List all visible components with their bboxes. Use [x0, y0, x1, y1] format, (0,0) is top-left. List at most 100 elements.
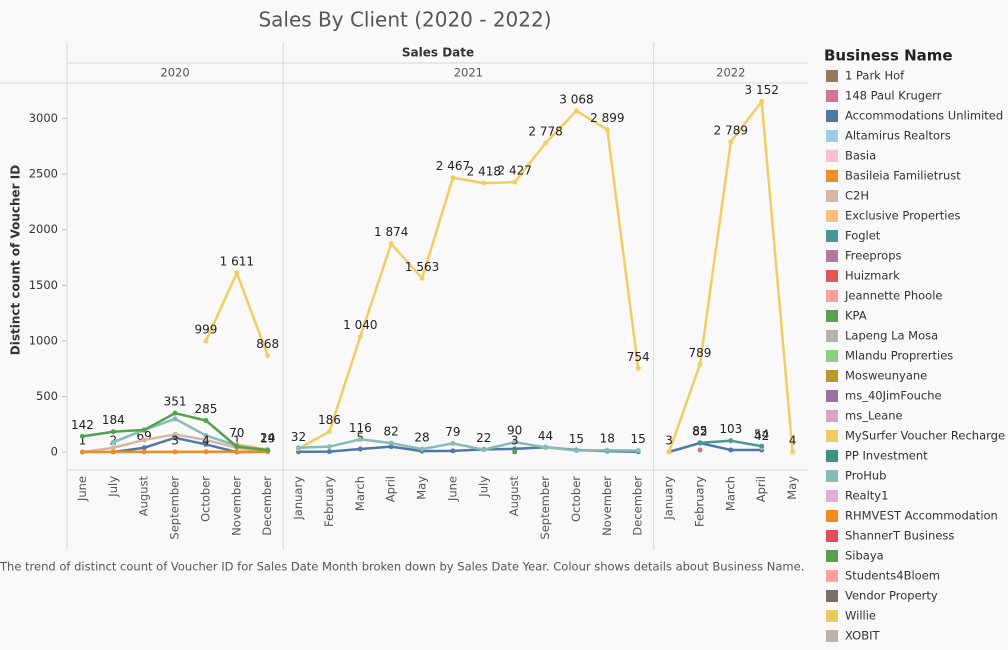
point: [605, 448, 610, 453]
chart-title: Sales By Client (2020 - 2022): [258, 8, 551, 32]
x-tick-label: March: [723, 476, 737, 511]
legend-label: Vendor Property: [845, 589, 938, 603]
value-label: 70: [229, 426, 244, 440]
x-tick-label: August: [137, 476, 151, 517]
y-tick-label: 3000: [29, 111, 58, 125]
point: [111, 429, 116, 434]
point: [234, 270, 239, 275]
value-label: 789: [688, 346, 711, 360]
legend-swatch: [826, 510, 838, 522]
x-tick-label: July: [106, 476, 120, 498]
legend-swatch: [826, 290, 838, 302]
point: [697, 362, 702, 367]
point: [759, 444, 764, 449]
point: [234, 449, 239, 454]
point: [296, 445, 301, 450]
value-label: 3 152: [745, 83, 779, 97]
legend-label: Basia: [845, 149, 876, 163]
point: [111, 449, 116, 454]
value-label: 754: [627, 350, 650, 364]
point: [512, 449, 517, 454]
point: [203, 449, 208, 454]
point: [420, 447, 425, 452]
point: [234, 444, 239, 449]
value-label: 3 068: [559, 92, 593, 106]
point: [389, 241, 394, 246]
point: [481, 181, 486, 186]
value-label: 2 418: [467, 165, 501, 179]
value-label: 18: [600, 432, 615, 446]
value-label: 186: [318, 413, 341, 427]
point: [265, 448, 270, 453]
point: [389, 441, 394, 446]
value-label: 82: [384, 425, 399, 439]
legend-swatch: [826, 590, 838, 602]
x-tick-label: October: [198, 476, 212, 522]
legend-label: ms_40JimFouche: [845, 389, 942, 403]
y-axis-title: Distinct count of Voucher ID: [9, 165, 23, 355]
point: [358, 437, 363, 442]
point: [450, 175, 455, 180]
x-tick-label: December: [631, 476, 645, 536]
legend-swatch: [826, 410, 838, 422]
legend-label: Jeannette Phoole: [844, 289, 942, 303]
point: [142, 427, 147, 432]
value-label: 1 563: [405, 260, 439, 274]
x-tick-label: May: [415, 476, 429, 500]
point: [481, 447, 486, 452]
x-tick-label: May: [785, 476, 799, 500]
legend-label: Accommodations Unlimited: [845, 109, 1003, 123]
x-tick-label: February: [692, 476, 706, 527]
legend-swatch: [826, 330, 838, 342]
legend-swatch: [826, 90, 838, 102]
legend-label: 148 Paul Krugerr: [845, 89, 942, 103]
point: [667, 449, 672, 454]
point: [636, 448, 641, 453]
value-label: 2 789: [714, 123, 748, 137]
value-label: 85: [692, 424, 707, 438]
value-label: 28: [414, 431, 429, 445]
legend-label: RHMVEST Accommodation: [845, 509, 998, 523]
value-label: 1 611: [220, 254, 254, 268]
legend-swatch: [826, 450, 838, 462]
x-tick-label: April: [754, 476, 768, 502]
point: [728, 438, 733, 443]
value-label: 999: [194, 323, 217, 337]
legend-swatch: [826, 570, 838, 582]
legend-swatch: [826, 550, 838, 562]
legend-swatch: [826, 350, 838, 362]
legend-swatch: [826, 310, 838, 322]
point: [450, 448, 455, 453]
legend-label: Basileia Familietrust: [845, 169, 961, 183]
point: [142, 449, 147, 454]
point: [327, 449, 332, 454]
y-tick-label: 1000: [29, 333, 58, 347]
legend-label: Sibaya: [845, 549, 884, 563]
legend-label: Foglet: [845, 229, 881, 243]
point: [327, 429, 332, 434]
value-label: 4: [202, 433, 210, 447]
legend-swatch: [826, 630, 838, 642]
legend-label: Freeprops: [845, 249, 902, 263]
legend-label: PP Investment: [845, 449, 928, 463]
x-tick-label: October: [569, 476, 583, 522]
value-label: 4: [789, 433, 797, 447]
panel-label: 2020: [160, 66, 189, 80]
value-label: 103: [719, 422, 742, 436]
x-tick-label: September: [538, 476, 552, 540]
legend-swatch: [826, 610, 838, 622]
value-label: 1 040: [343, 318, 377, 332]
legend-swatch: [826, 170, 838, 182]
x-tick-label: April: [384, 476, 398, 502]
point: [543, 445, 548, 450]
y-tick-label: 2500: [29, 167, 58, 181]
point: [420, 276, 425, 281]
point: [728, 447, 733, 452]
point: [80, 449, 85, 454]
legend-swatch: [826, 250, 838, 262]
value-label: 3: [511, 433, 519, 447]
legend-swatch: [826, 270, 838, 282]
point: [697, 447, 702, 452]
point: [173, 411, 178, 416]
legend-swatch: [826, 390, 838, 402]
